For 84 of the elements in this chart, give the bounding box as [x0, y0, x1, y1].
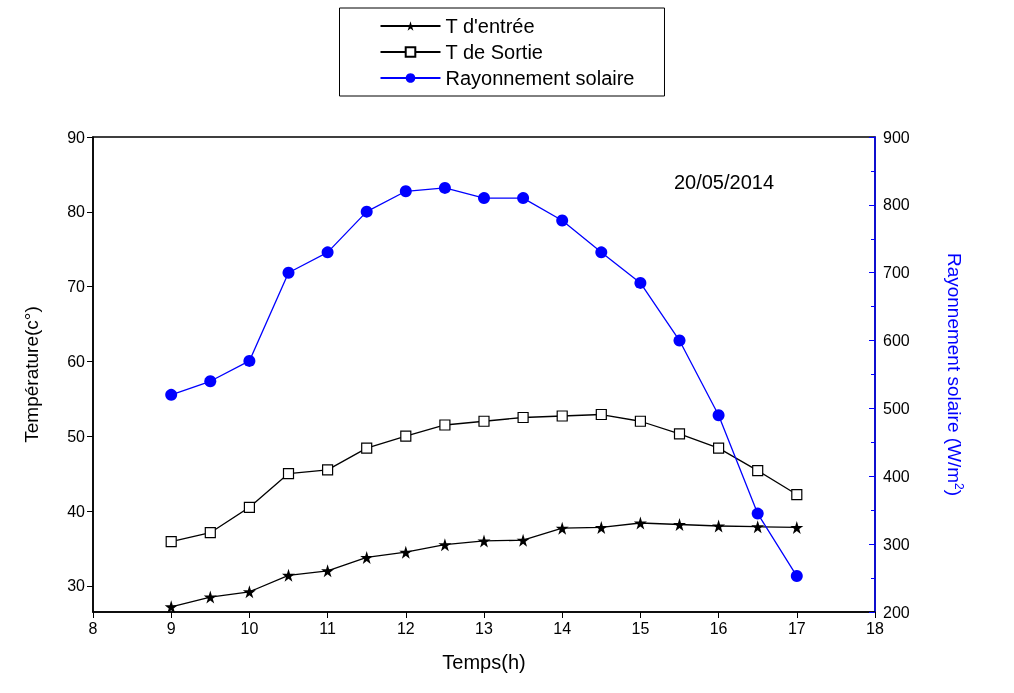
point	[282, 568, 295, 582]
x-tick-label: 8	[88, 619, 98, 637]
x-tick-label: 10	[240, 619, 259, 637]
y2-tick-label: 600	[883, 332, 910, 350]
point	[751, 507, 764, 520]
point	[673, 428, 686, 440]
point	[321, 564, 335, 578]
legend-label: T d'entrée	[445, 15, 535, 37]
x-tick-label: 13	[475, 619, 493, 637]
point	[673, 334, 686, 347]
point	[478, 192, 490, 205]
point	[400, 430, 412, 442]
y2-tick-label: 700	[883, 264, 910, 282]
y2-tick-label: 400	[883, 467, 910, 485]
x-tick-label: 17	[787, 619, 806, 637]
annotation: 20/05/2014	[673, 171, 775, 193]
point	[243, 501, 255, 513]
y-tick-label: 80	[67, 203, 86, 221]
y-tick-label: 50	[67, 427, 86, 445]
point	[282, 266, 295, 279]
point	[790, 520, 804, 534]
point	[165, 536, 177, 548]
point	[243, 354, 256, 367]
y-tick-label: 70	[67, 278, 86, 296]
point	[594, 520, 608, 534]
point	[791, 488, 803, 501]
y2-tick-label: 200	[883, 603, 910, 621]
point	[204, 375, 217, 388]
point	[438, 181, 451, 194]
point	[361, 442, 373, 454]
y2-axis-title: Rayonnement solaire (W/m2)	[943, 252, 966, 497]
point	[634, 276, 647, 289]
point	[634, 415, 646, 427]
point	[555, 521, 569, 535]
y2-tick-label: 800	[883, 196, 910, 214]
point	[360, 205, 373, 218]
x-tick-label: 16	[709, 619, 728, 637]
legend-label: Rayonnement solaire	[445, 67, 635, 89]
x-tick-label: 12	[396, 619, 415, 637]
x-tick-label: 18	[866, 619, 884, 637]
point	[282, 468, 295, 480]
point	[516, 533, 530, 547]
y-axis-title: Température(c°)	[21, 306, 42, 443]
point	[203, 590, 217, 604]
point	[204, 527, 216, 539]
point	[790, 570, 803, 583]
x-tick-label: 11	[319, 619, 337, 637]
point	[673, 517, 686, 531]
x-tick-label: 15	[631, 619, 650, 637]
point	[633, 516, 647, 530]
point	[438, 538, 452, 552]
point	[712, 519, 726, 533]
x-tick-label: 14	[553, 619, 572, 637]
point	[517, 411, 529, 424]
point	[242, 585, 256, 599]
y-tick-label: 60	[67, 352, 86, 370]
y-tick-label: 90	[67, 128, 86, 146]
point	[321, 246, 334, 259]
point	[751, 520, 765, 534]
x-axis-title: Temps(h)	[442, 651, 526, 673]
legend-label: T de Sortie	[445, 41, 543, 63]
point	[477, 534, 491, 548]
y2-tick-label: 900	[883, 128, 910, 146]
point	[712, 409, 725, 422]
point	[713, 442, 725, 454]
y-tick-label: 40	[67, 502, 86, 520]
point	[164, 600, 178, 614]
point	[595, 408, 607, 421]
y-tick-label: 30	[67, 577, 86, 595]
point	[399, 545, 413, 559]
point	[517, 192, 530, 205]
point	[752, 465, 764, 477]
point	[322, 464, 334, 476]
point	[165, 388, 178, 401]
point	[556, 214, 569, 227]
point	[478, 415, 490, 427]
point	[439, 419, 451, 431]
point	[360, 550, 374, 564]
x-tick-label: 9	[166, 619, 176, 637]
point	[399, 185, 412, 198]
y2-tick-label: 300	[883, 535, 910, 553]
y2-tick-label: 500	[883, 399, 910, 417]
point	[556, 410, 568, 422]
point	[595, 246, 608, 259]
